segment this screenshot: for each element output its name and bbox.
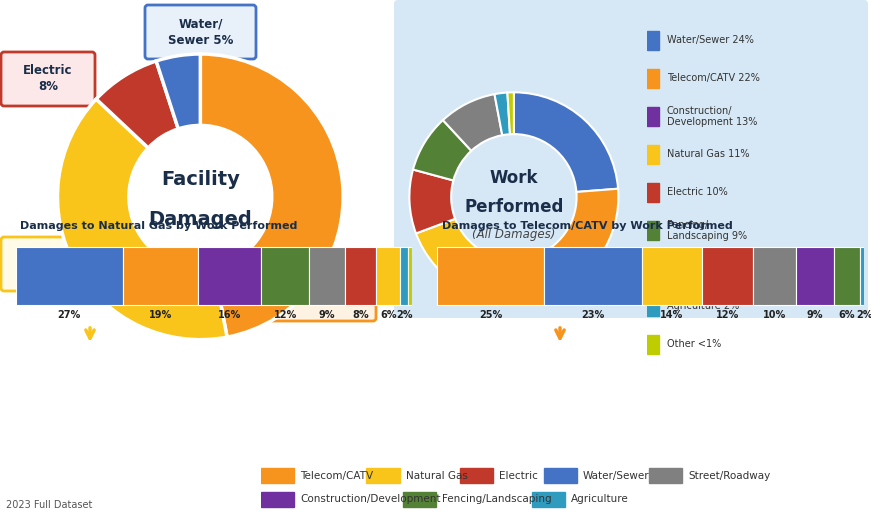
Bar xyxy=(531,492,564,507)
Text: 9%: 9% xyxy=(807,310,823,320)
Text: Fencing/
Landscaping 9%: Fencing/ Landscaping 9% xyxy=(667,220,746,241)
FancyBboxPatch shape xyxy=(252,267,376,321)
Wedge shape xyxy=(413,120,471,180)
Text: 12%: 12% xyxy=(273,310,297,320)
Text: 12%: 12% xyxy=(716,310,739,320)
Text: 16%: 16% xyxy=(218,310,241,320)
Bar xyxy=(647,183,659,202)
Text: Telecom/
CATV 47%: Telecom/ CATV 47% xyxy=(280,280,348,309)
FancyBboxPatch shape xyxy=(1,52,95,106)
Bar xyxy=(647,107,659,126)
Text: Electric 10%: Electric 10% xyxy=(667,188,727,197)
Bar xyxy=(261,492,294,507)
Wedge shape xyxy=(416,219,483,287)
Bar xyxy=(647,297,659,315)
Text: Telecom/CATV: Telecom/CATV xyxy=(300,470,374,481)
Bar xyxy=(408,247,412,305)
Bar xyxy=(544,247,642,305)
Bar xyxy=(376,247,400,305)
Bar xyxy=(261,247,309,305)
Wedge shape xyxy=(96,61,179,148)
Bar xyxy=(649,468,682,483)
Text: Work: Work xyxy=(490,169,538,187)
Text: Natural Gas: Natural Gas xyxy=(406,470,468,481)
Wedge shape xyxy=(461,251,543,301)
Bar xyxy=(400,247,408,305)
Bar xyxy=(345,247,376,305)
Bar xyxy=(16,247,123,305)
Text: 8%: 8% xyxy=(352,310,368,320)
Wedge shape xyxy=(514,92,618,192)
Bar xyxy=(261,468,294,483)
Text: Water/Sewer 24%: Water/Sewer 24% xyxy=(667,35,753,46)
Text: 9%: 9% xyxy=(319,310,335,320)
Text: 19%: 19% xyxy=(149,310,172,320)
FancyBboxPatch shape xyxy=(1,237,107,291)
Text: Construction/
Development 13%: Construction/ Development 13% xyxy=(667,106,757,127)
Wedge shape xyxy=(409,169,456,234)
Text: (All Damages): (All Damages) xyxy=(472,228,556,241)
Text: 2023 Full Dataset: 2023 Full Dataset xyxy=(6,500,92,510)
Bar xyxy=(647,259,659,278)
Text: 14%: 14% xyxy=(660,310,684,320)
Text: 6%: 6% xyxy=(839,310,855,320)
Bar xyxy=(647,69,659,88)
Bar xyxy=(460,468,493,483)
Wedge shape xyxy=(531,189,618,297)
Text: Damages to Telecom/CATV by Work Performed: Damages to Telecom/CATV by Work Performe… xyxy=(442,221,733,231)
Text: Natural Gas 11%: Natural Gas 11% xyxy=(667,149,749,160)
Wedge shape xyxy=(200,54,343,337)
Bar xyxy=(702,247,753,305)
Text: 10%: 10% xyxy=(763,310,786,320)
Text: Agriculture: Agriculture xyxy=(571,494,629,505)
Bar xyxy=(642,247,702,305)
Text: Other <1%: Other <1% xyxy=(667,339,721,349)
Bar xyxy=(198,247,261,305)
Text: 2%: 2% xyxy=(395,310,412,320)
Text: Electric: Electric xyxy=(499,470,537,481)
Text: Electric
8%: Electric 8% xyxy=(24,65,73,94)
Wedge shape xyxy=(495,93,510,135)
Bar xyxy=(402,492,436,507)
Bar xyxy=(647,31,659,50)
Bar xyxy=(860,247,868,305)
Bar xyxy=(647,145,659,164)
Bar xyxy=(834,247,860,305)
Text: Water/Sewer: Water/Sewer xyxy=(583,470,650,481)
Text: 6%: 6% xyxy=(380,310,396,320)
Text: Agriculture 2%: Agriculture 2% xyxy=(667,301,739,311)
Text: 27%: 27% xyxy=(57,310,81,320)
Text: Water/
Sewer 5%: Water/ Sewer 5% xyxy=(168,18,233,47)
Bar xyxy=(647,335,659,354)
Text: Fencing/Landscaping: Fencing/Landscaping xyxy=(442,494,551,505)
Text: 23%: 23% xyxy=(582,310,604,320)
Bar xyxy=(753,247,796,305)
Wedge shape xyxy=(508,92,514,134)
Text: Damages to Natural Gas by Work Performed: Damages to Natural Gas by Work Performed xyxy=(20,221,297,231)
Bar xyxy=(367,468,400,483)
Wedge shape xyxy=(156,54,200,129)
Bar xyxy=(437,247,544,305)
Bar xyxy=(544,468,577,483)
FancyBboxPatch shape xyxy=(394,0,868,318)
Text: Telecom/CATV 22%: Telecom/CATV 22% xyxy=(667,74,760,83)
Wedge shape xyxy=(57,99,227,340)
FancyBboxPatch shape xyxy=(145,5,256,59)
Text: 25%: 25% xyxy=(479,310,503,320)
Text: Natural
Gas 40%: Natural Gas 40% xyxy=(25,250,83,279)
Text: Damaged: Damaged xyxy=(148,210,253,229)
Bar xyxy=(309,247,345,305)
Text: Street/Roadway: Street/Roadway xyxy=(688,470,770,481)
Bar xyxy=(796,247,834,305)
Wedge shape xyxy=(443,94,503,151)
Text: Performed: Performed xyxy=(464,198,564,217)
Bar xyxy=(868,247,871,305)
Text: Construction/Development: Construction/Development xyxy=(300,494,441,505)
Text: Facility: Facility xyxy=(161,170,240,189)
Text: Street/Roadway 9%: Street/Roadway 9% xyxy=(667,263,762,274)
Bar xyxy=(123,247,198,305)
Text: 2%: 2% xyxy=(856,310,871,320)
Bar xyxy=(647,221,659,240)
